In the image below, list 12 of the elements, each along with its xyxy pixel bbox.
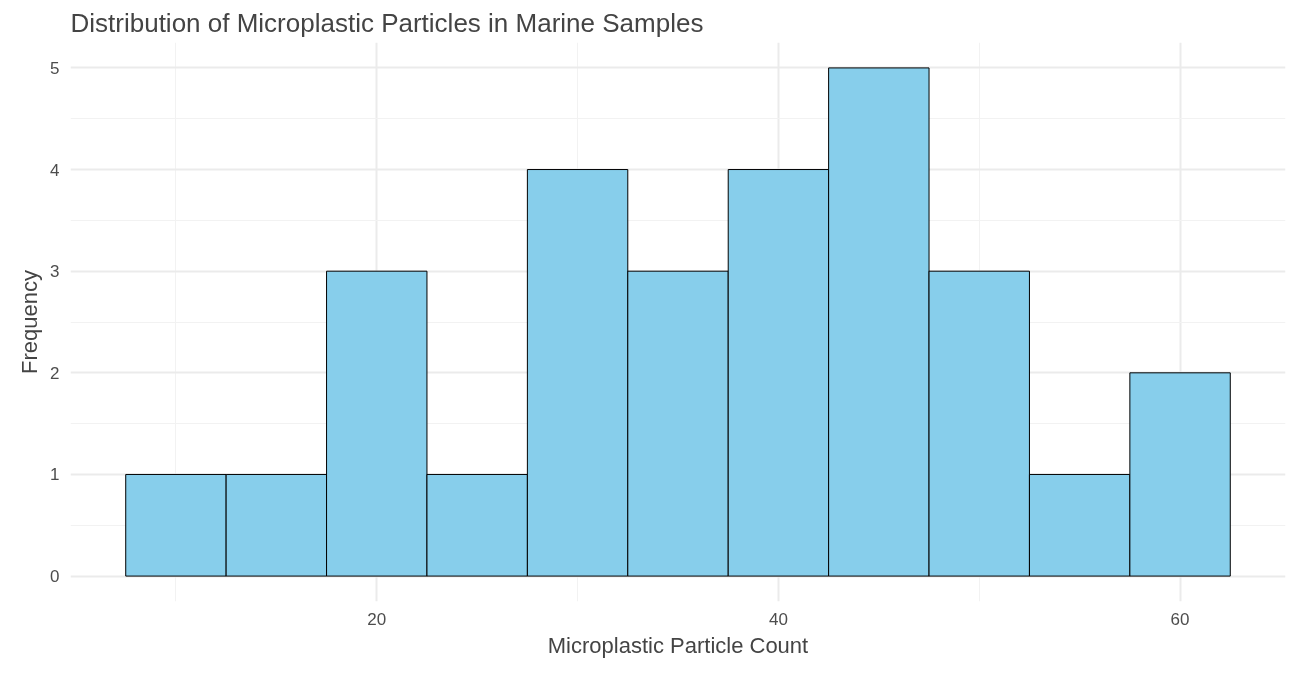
x-tick-label: 40 [768, 609, 788, 629]
y-tick-label: 0 [50, 567, 60, 587]
y-tick-label: 3 [50, 262, 60, 282]
y-tick-label: 1 [50, 465, 60, 485]
y-tick-label: 5 [50, 58, 60, 78]
y-axis-title: Frequency [17, 270, 43, 374]
y-tick-label: 2 [50, 363, 60, 383]
x-axis-title: Microplastic Particle Count [547, 632, 809, 658]
x-tick-label: 60 [1170, 609, 1190, 629]
x-tick-label: 20 [367, 609, 387, 629]
chart-title: Distribution of Microplastic Particles in Marine Samples [70, 7, 704, 38]
y-tick-label: 4 [50, 160, 60, 180]
